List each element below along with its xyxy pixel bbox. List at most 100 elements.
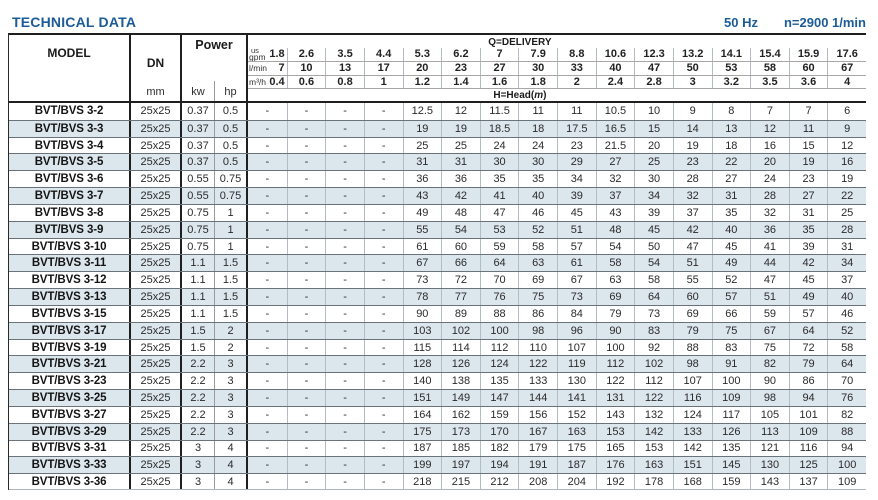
head-value-cell: 54: [595, 238, 635, 255]
head-value-cell: 130: [750, 457, 789, 474]
column-header-hp: hp: [224, 86, 237, 98]
head-value-cell: 48: [595, 221, 635, 238]
head-value-cell: 12: [750, 120, 789, 137]
delivery-value: 1: [363, 75, 403, 89]
spec-labels: 50 Hz n=2900 1/min: [724, 15, 866, 30]
head-value-cell: 153: [634, 440, 673, 457]
head-value-cell: -: [286, 305, 326, 322]
head-value-cell: 137: [788, 474, 828, 490]
power-subheaders: kw hp: [182, 81, 246, 101]
head-value-cell: 100: [479, 322, 519, 339]
delivery-value: 4.4: [363, 47, 403, 62]
head-value-cell: 19: [441, 120, 480, 137]
head-value-cell: 30: [518, 154, 557, 171]
kw-cell: 2.2: [182, 406, 215, 423]
model-cell: BVT/BVS 3-8: [9, 204, 131, 221]
dn-cell: 25x25: [131, 204, 182, 221]
hp-cell: 2: [215, 339, 248, 356]
head-value-cell: 175: [402, 423, 442, 440]
kw-cell: 1.1: [182, 289, 215, 305]
hp-cell: 2: [215, 322, 248, 339]
head-value-cell: 159: [711, 474, 751, 490]
model-cell: BVT/BVS 3-11: [9, 255, 131, 272]
head-value-cell: 8: [711, 103, 751, 120]
head-value-cell: 43: [595, 204, 635, 221]
head-value-cell: 11: [788, 120, 828, 137]
head-value-cell: 164: [402, 406, 442, 423]
head-value-cell: 187: [402, 440, 442, 457]
head-value-cell: 152: [557, 406, 596, 423]
head-value-cell: 133: [518, 373, 557, 390]
kw-cell: 3: [182, 474, 215, 490]
head-value-cell: 145: [711, 457, 751, 474]
dn-cell: 25x25: [131, 137, 182, 154]
delivery-value: 15.9: [788, 47, 828, 62]
dn-label: DN: [146, 56, 165, 70]
q-delivery-row: Q=DELIVERY: [248, 35, 866, 48]
head-value-cell: 11: [557, 103, 596, 120]
head-value-cell: 185: [441, 440, 480, 457]
head-value-cell: 9: [827, 120, 866, 137]
head-value-cell: 30: [479, 154, 519, 171]
head-value-cell: 19: [827, 171, 866, 188]
head-value-cell: 61: [557, 255, 596, 272]
head-value-cell: -: [363, 204, 403, 221]
head-value-cell: 58: [827, 339, 866, 356]
head-value-cell: -: [286, 423, 326, 440]
model-cell: BVT/BVS 3-4: [9, 137, 131, 154]
head-value-cell: 55: [402, 221, 442, 238]
head-value-cell: 126: [441, 356, 480, 373]
delivery-value: 3.6: [788, 75, 828, 89]
head-value-cell: 32: [595, 171, 635, 188]
head-value-cell: -: [325, 457, 364, 474]
head-value-cell: 79: [595, 305, 635, 322]
head-value-cell: -: [286, 289, 326, 305]
dn-cell: 25x25: [131, 171, 182, 188]
head-value-cell: 105: [750, 406, 789, 423]
head-value-cell: 102: [634, 356, 673, 373]
head-value-cell: -: [363, 457, 403, 474]
head-value-cell: 135: [711, 440, 751, 457]
model-cell: BVT/BVS 3-17: [9, 322, 131, 339]
head-value-cell: 51: [557, 221, 596, 238]
delivery-value: 1.6: [479, 75, 519, 89]
head-value-cell: -: [363, 356, 403, 373]
head-value-cell: 88: [672, 339, 712, 356]
head-value-cell: -: [286, 474, 326, 490]
head-value-cell: -: [363, 238, 403, 255]
delivery-value: 40: [595, 62, 635, 75]
head-value-cell: 133: [672, 423, 712, 440]
head-value-cell: 28: [750, 188, 789, 204]
head-value-cell: -: [325, 373, 364, 390]
head-value-cell: -: [363, 440, 403, 457]
head-value-cell: 98: [750, 390, 789, 406]
head-value-cell: 41: [750, 238, 789, 255]
model-cell: BVT/BVS 3-5: [9, 154, 131, 171]
head-value-cell: 142: [634, 423, 673, 440]
table-row: BVT/BVS 3-23 25x25 2.2 3- - - -140 138 135 133 130…: [9, 372, 866, 390]
head-value-cell: -: [286, 188, 326, 204]
head-value-cell: -: [286, 171, 326, 188]
frequency-value: 50 Hz: [724, 15, 758, 30]
head-value-cell: -: [325, 440, 364, 457]
model-cell: BVT/BVS 3-7: [9, 188, 131, 204]
hp-cell: 3: [215, 390, 248, 406]
head-value-cell: 100: [595, 339, 635, 356]
head-value-cell: -: [265, 475, 270, 488]
head-value-cell: -: [325, 204, 364, 221]
head-value-cell: 12.5: [402, 103, 442, 120]
head-value-cell: 101: [788, 406, 828, 423]
head-value-cell: 168: [672, 474, 712, 490]
delivery-value: 2.8: [634, 75, 673, 89]
delivery-unit-row-lmin: l/min 7 10 13 17 20 23 27 30 33 40 47 50 53 58 60 67: [248, 61, 866, 75]
head-value-cell: 73: [557, 289, 596, 305]
delivery-value: 2.6: [286, 47, 326, 62]
kw-cell: 0.55: [182, 188, 215, 204]
head-value-cell: 63: [518, 255, 557, 272]
table-header: MODEL DN mm Power kw hp Q=DELIVERY us gpm…: [9, 35, 866, 103]
head-value-cell: 61: [402, 238, 442, 255]
table-row: BVT/BVS 3-19 25x25 1.5 2- - - -115 114 112 110 107…: [9, 338, 866, 356]
dn-cell: 25x25: [131, 120, 182, 137]
head-value-cell: 124: [479, 356, 519, 373]
head-value-cell: 112: [634, 373, 673, 390]
